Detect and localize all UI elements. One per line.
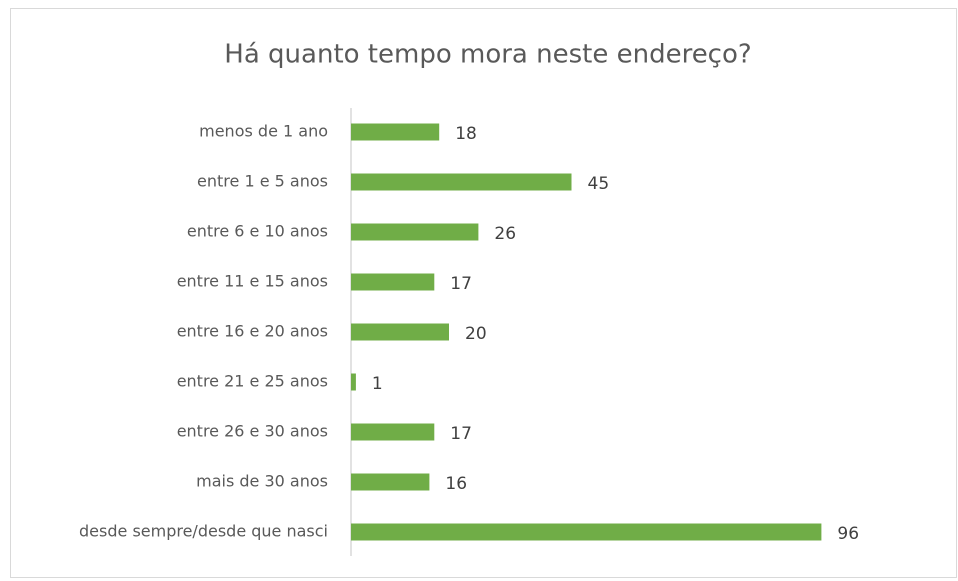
data-label: 18 [455, 124, 477, 144]
chart-border [10, 8, 957, 578]
bar [351, 473, 430, 491]
data-label: 26 [494, 224, 516, 244]
y-tick-label: entre 26 e 30 anos [177, 422, 328, 441]
bar [351, 373, 356, 391]
bar [351, 173, 572, 191]
y-tick-label: entre 11 e 15 anos [177, 272, 328, 291]
data-label: 17 [450, 424, 472, 444]
y-tick-label: menos de 1 ano [199, 122, 328, 141]
y-tick-label: entre 6 e 10 anos [187, 222, 328, 241]
bar [351, 423, 435, 441]
data-label: 16 [445, 474, 467, 494]
y-tick-label: entre 16 e 20 anos [177, 322, 328, 341]
bar [351, 273, 435, 291]
data-label: 20 [465, 324, 487, 344]
data-label: 45 [588, 174, 610, 194]
bar [351, 123, 440, 141]
y-tick-label: entre 21 e 25 anos [177, 372, 328, 391]
data-label: 96 [837, 524, 859, 544]
bar [351, 323, 449, 341]
y-tick-label: desde sempre/desde que nasci [79, 522, 328, 541]
data-label: 1 [372, 374, 383, 394]
y-tick-label: mais de 30 anos [196, 472, 328, 491]
bar [351, 523, 822, 541]
data-label: 17 [450, 274, 472, 294]
bar [351, 223, 479, 241]
chart-title: Há quanto tempo mora neste endereço? [224, 40, 751, 70]
y-tick-label: entre 1 e 5 anos [197, 172, 328, 191]
